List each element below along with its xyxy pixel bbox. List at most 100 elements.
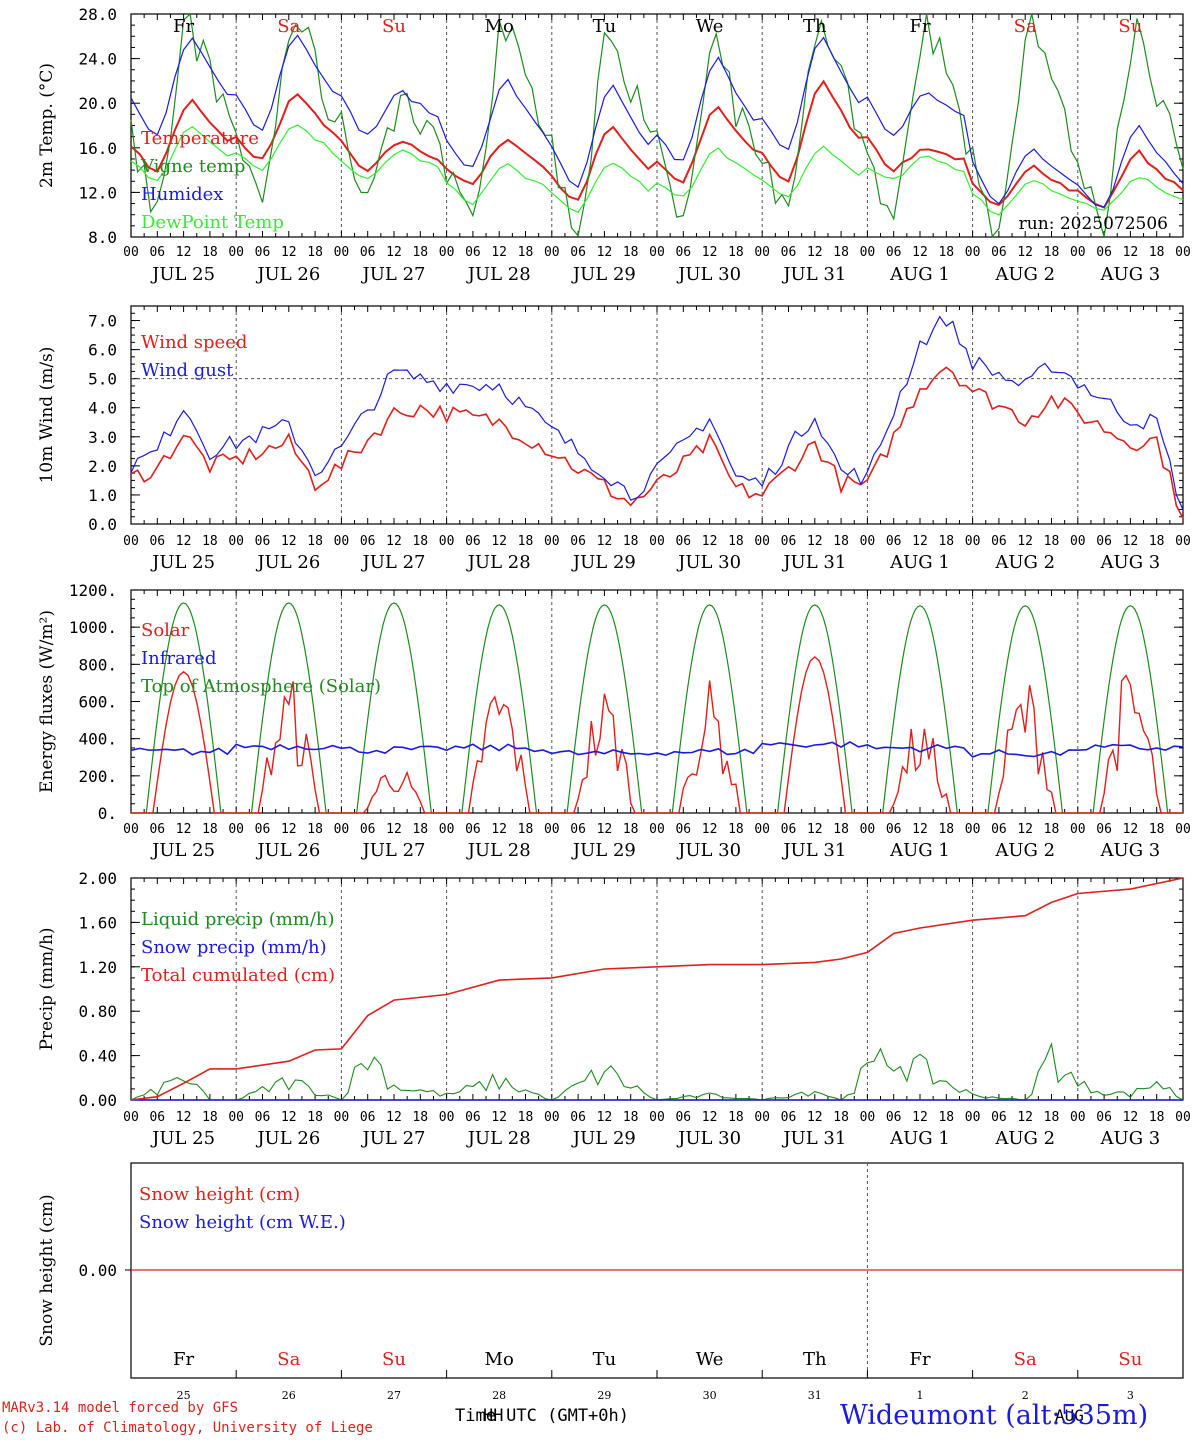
legend-entry: Temperature [141,128,259,149]
hour-tick-label: 00 [334,822,350,837]
hour-tick-label: 18 [412,1110,428,1125]
y-tick-label: 2.00 [78,869,117,888]
hour-tick-label: 06 [360,822,376,837]
hour-tick-label: 06 [1096,245,1112,260]
time-axis-title: Time UTC (GMT+0h) [455,1406,629,1426]
hour-tick-label: 18 [1149,1110,1165,1125]
hour-tick-label: 18 [833,534,849,549]
hour-tick-label: 06 [255,822,271,837]
y-tick-label: 0.0 [88,515,117,534]
legend-entry: Solar [141,620,190,641]
date-label: JUL 30 [676,1128,741,1149]
weekday-label: Tu [593,1349,617,1370]
hour-tick-label: 06 [1096,1110,1112,1125]
hour-tick-label: 00 [649,534,665,549]
hour-tick-label: 12 [702,245,718,260]
y-tick-label: 1.60 [78,913,117,932]
hour-tick-label: 00 [439,245,455,260]
hour-tick-label: 06 [1096,822,1112,837]
hour-tick-label: 06 [465,822,481,837]
weekday-label: Su [1118,16,1142,37]
date-label: JUL 26 [255,840,320,861]
legend-entry: Total cumulated (cm) [141,965,335,986]
hour-tick-label: 12 [386,1110,402,1125]
hour-tick-label: 18 [1149,245,1165,260]
y-tick-label: 1.0 [88,486,117,505]
date-label: AUG 2 [994,840,1055,861]
hour-tick-label: 00 [754,534,770,549]
y-tick-label: 600. [78,693,117,712]
time-axis-title-overlap: HH [483,1406,504,1426]
run-label: run: 2025072506 [1019,214,1168,234]
hour-tick-label: 12 [281,1110,297,1125]
series-total-cumulated-line [130,877,1184,1101]
hour-tick-label: 12 [912,1110,928,1125]
hour-tick-label: 12 [491,1110,507,1125]
date-label: JUL 31 [781,552,846,573]
hour-tick-label: 06 [675,245,691,260]
series-wind-gust-line [130,315,1184,510]
hour-tick-label: 06 [886,245,902,260]
hour-tick-label: 00 [860,534,876,549]
weekday-label: Sa [277,1349,300,1370]
hour-tick-label: 06 [886,1110,902,1125]
date-label: JUL 29 [571,1128,636,1149]
weekday-label: Tu [593,16,617,37]
panel-2: 00 06 12 18 JUL 25 00 06 12 18 JUL 26 00 06 12 18 JUL … [37,305,1191,573]
hour-tick-label: 12 [386,245,402,260]
hour-tick-label: 00 [1070,1110,1086,1125]
hour-tick-label: 00 [1175,245,1191,260]
hour-tick-label: 00 [860,822,876,837]
hour-tick-label: 18 [1044,534,1060,549]
date-label: AUG 3 [1100,1128,1161,1149]
series-dewpoint-temp-line [130,124,1184,216]
hour-tick-label: 18 [518,534,534,549]
hour-tick-label: 12 [1123,822,1139,837]
date-label: JUL 27 [361,840,426,861]
hour-tick-label: 00 [649,245,665,260]
hour-tick-label: 12 [281,822,297,837]
hour-tick-label: 06 [570,1110,586,1125]
date-label: AUG 2 [994,264,1055,285]
weekday-label: We [696,16,724,37]
date-label: JUL 28 [466,264,531,285]
hour-tick-label: 12 [1017,534,1033,549]
weekday-label: Mo [485,16,514,37]
y-axis-label: Precip (mm/h) [37,927,57,1050]
hour-tick-label: 06 [465,534,481,549]
hour-tick-label: 12 [807,1110,823,1125]
legend-entry: Liquid precip (mm/h) [141,909,335,930]
y-tick-label: 12.0 [78,183,117,202]
legend-entry: Wind speed [141,332,247,353]
hour-tick-label: 18 [728,1110,744,1125]
day-number-label: 29 [597,1389,611,1402]
panel-1: 00 06 12 18 JUL 25 00 06 12 18 JUL 26 00 06 12 18 JUL … [37,5,1191,285]
hour-tick-label: 18 [518,822,534,837]
hour-tick-label: 12 [702,822,718,837]
date-label: JUL 26 [255,552,320,573]
y-tick-label: 0.80 [78,1002,117,1021]
hour-tick-label: 06 [570,534,586,549]
date-label: AUG 1 [889,840,950,861]
date-label: JUL 28 [466,840,531,861]
hour-tick-label: 06 [991,822,1007,837]
hour-tick-label: 06 [255,1110,271,1125]
hour-tick-label: 18 [412,534,428,549]
hour-tick-label: 12 [1017,245,1033,260]
day-number-label: 28 [492,1389,506,1402]
day-number-label: 1 [917,1389,924,1402]
hour-tick-label: 18 [728,822,744,837]
hour-tick-label: 06 [675,822,691,837]
hour-tick-label: 06 [149,534,165,549]
weekday-label: Sa [1014,1349,1037,1370]
hour-tick-label: 00 [334,245,350,260]
hour-tick-label: 06 [781,822,797,837]
hour-tick-label: 06 [360,534,376,549]
date-label: JUL 26 [255,264,320,285]
date-label: JUL 28 [466,552,531,573]
date-label: AUG 1 [889,1128,950,1149]
hour-tick-label: 00 [860,1110,876,1125]
day-number-label: 3 [1127,1389,1134,1402]
hour-tick-label: 12 [176,245,192,260]
hour-tick-label: 12 [1017,822,1033,837]
